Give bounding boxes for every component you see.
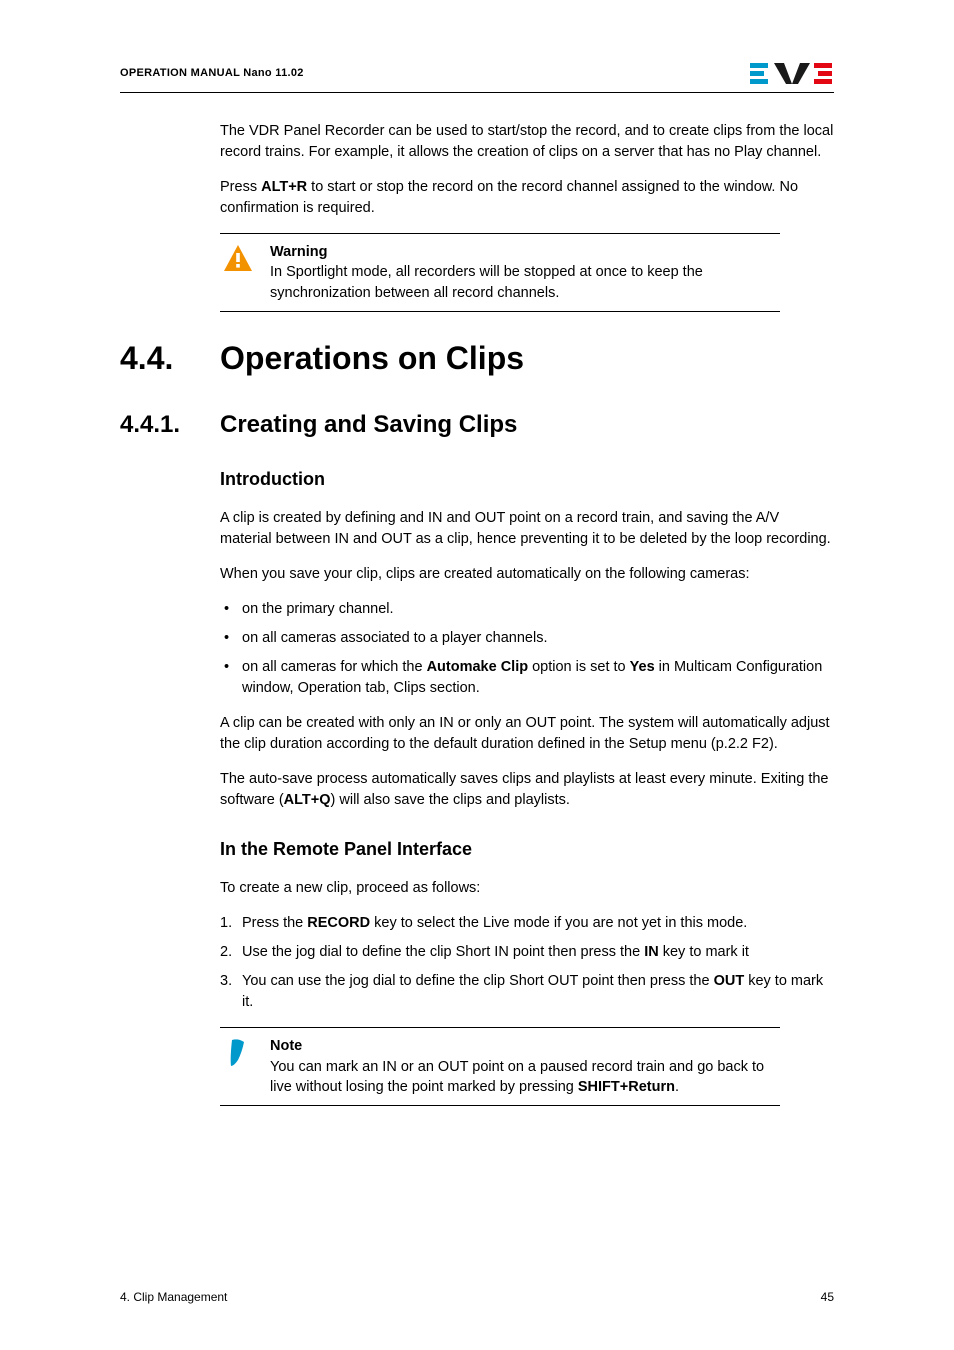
text: to start or stop the record on the recor… [220,179,798,216]
text: on all cameras for which the [242,659,427,675]
note-icon [220,1036,256,1068]
warning-callout: Warning In Sportlight mode, all recorder… [220,233,780,312]
list-item: on all cameras associated to a player ch… [220,628,834,649]
list-item: Use the jog dial to define the clip Shor… [220,942,834,963]
remote-section-p1: To create a new clip, proceed as follows… [220,878,834,899]
list-item: on the primary channel. [220,599,834,620]
heading-2: 4.4.1. Creating and Saving Clips [120,411,834,439]
shortcut-alt-r: ALT+R [261,179,307,195]
heading-1-number: 4.4. [120,340,220,377]
list-item: You can use the jog dial to define the c… [220,971,834,1013]
list-item: Press the RECORD key to select the Live … [220,913,834,934]
text: Press [220,179,261,195]
text: option is set to [528,659,630,675]
intro-section-p4: The auto-save process automatically save… [220,769,834,811]
intro-section-p3: A clip can be created with only an IN or… [220,713,834,755]
text: You can use the jog dial to define the c… [242,973,714,989]
note-text-c: . [675,1079,679,1095]
heading-1: 4.4. Operations on Clips [120,340,834,377]
warning-body: Warning In Sportlight mode, all recorder… [270,242,774,303]
note-callout: Note You can mark an IN or an OUT point … [220,1027,780,1106]
key-record: RECORD [307,915,370,931]
warning-icon [220,242,256,272]
key-in: IN [644,944,659,960]
text: Press the [242,915,307,931]
camera-bullet-list: on the primary channel. on all cameras a… [220,599,834,699]
header-title: OPERATION MANUAL Nano 11.02 [120,67,304,79]
warning-text: In Sportlight mode, all recorders will b… [270,264,703,300]
intro-section-p1: A clip is created by defining and IN and… [220,508,834,550]
text: Use the jog dial to define the clip Shor… [242,944,644,960]
text: key to select the Live mode if you are n… [370,915,747,931]
note-text-a: You can mark an IN or an OUT point on a … [270,1059,764,1095]
page: OPERATION MANUAL Nano 11.02 The VDR Pane… [0,0,954,1350]
content-area: The VDR Panel Recorder can be used to st… [120,121,834,1106]
evs-logo [750,60,834,86]
bold-automake-clip: Automake Clip [427,659,529,675]
intro-section-p2: When you save your clip, clips are creat… [220,564,834,585]
shortcut-shift-return: SHIFT+Return [578,1079,675,1095]
heading-remote-panel: In the Remote Panel Interface [220,839,834,860]
footer-section: 4. Clip Management [120,1290,227,1304]
heading-introduction: Introduction [220,469,834,490]
heading-2-number: 4.4.1. [120,411,220,439]
heading-1-text: Operations on Clips [220,340,524,377]
intro-paragraph-2: Press ALT+R to start or stop the record … [220,177,834,219]
warning-title: Warning [270,244,327,260]
shortcut-alt-q: ALT+Q [284,792,331,808]
key-out: OUT [714,973,745,989]
text: key to mark it [659,944,749,960]
text: ) will also save the clips and playlists… [331,792,570,808]
page-header: OPERATION MANUAL Nano 11.02 [120,60,834,93]
page-footer: 4. Clip Management 45 [120,1290,834,1304]
heading-2-text: Creating and Saving Clips [220,411,517,439]
note-title: Note [270,1038,302,1054]
note-body: Note You can mark an IN or an OUT point … [270,1036,774,1097]
bold-yes: Yes [630,659,655,675]
footer-page-number: 45 [821,1290,834,1304]
steps-list: Press the RECORD key to select the Live … [220,913,834,1013]
intro-paragraph-1: The VDR Panel Recorder can be used to st… [220,121,834,163]
list-item: on all cameras for which the Automake Cl… [220,657,834,699]
